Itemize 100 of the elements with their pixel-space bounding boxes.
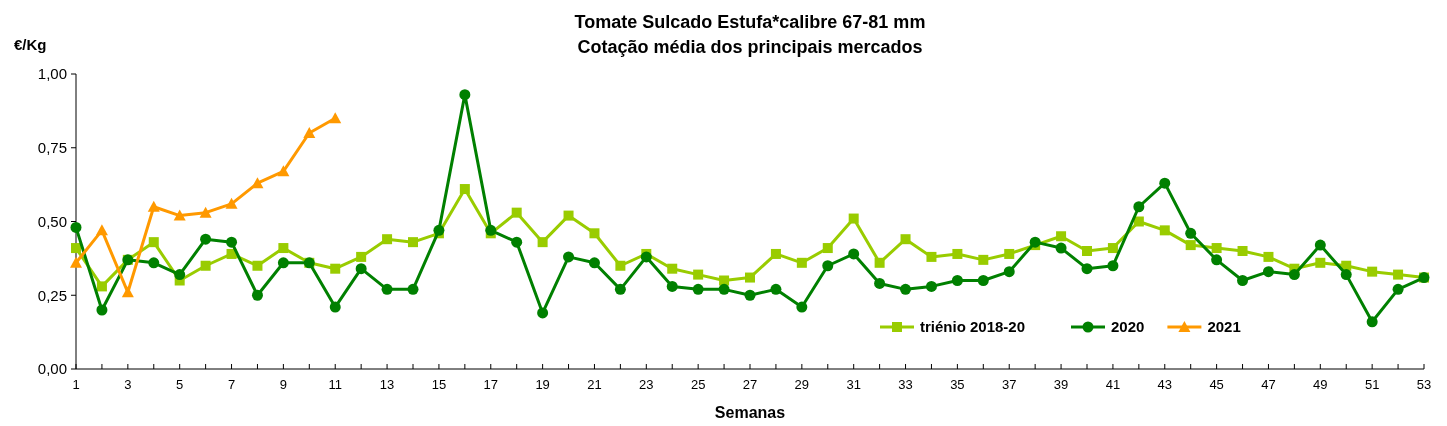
- point: [381, 283, 393, 295]
- point: [537, 307, 549, 319]
- point: [200, 233, 212, 245]
- x-tick-label: 25: [690, 377, 706, 392]
- point: [822, 260, 834, 272]
- point: [355, 263, 367, 275]
- point: [848, 213, 859, 224]
- y-tick-label: 0,25: [37, 286, 67, 304]
- y-tick-label: 0,00: [37, 360, 67, 378]
- x-tick-label: 45: [1209, 377, 1224, 392]
- x-tick-label: 47: [1261, 377, 1276, 392]
- point: [1237, 275, 1249, 286]
- x-tick-label: 31: [846, 377, 861, 392]
- point: [278, 243, 289, 254]
- point: [796, 301, 808, 313]
- point: [1392, 283, 1404, 295]
- point: [589, 228, 600, 239]
- point: [251, 177, 264, 189]
- point: [200, 260, 211, 271]
- x-tick-label: 19: [535, 377, 550, 392]
- point: [718, 283, 730, 295]
- x-axis-title: Semanas: [714, 404, 786, 421]
- x-tick-label: 49: [1313, 377, 1328, 392]
- legend-label: 2020: [1111, 318, 1145, 336]
- point: [693, 269, 704, 280]
- point: [226, 236, 238, 248]
- y-axis-title: €/Kg: [14, 36, 47, 53]
- point: [770, 248, 781, 259]
- x-tick-label: 27: [742, 377, 758, 392]
- point: [1315, 257, 1326, 268]
- point: [1367, 266, 1378, 277]
- x-tick-label: 7: [227, 377, 236, 392]
- y-tick-label: 0,50: [37, 212, 67, 230]
- x-tick-label: 39: [1053, 377, 1069, 392]
- point: [796, 257, 807, 268]
- point: [1366, 316, 1378, 328]
- point: [1107, 260, 1119, 272]
- point: [148, 257, 160, 269]
- legend-label: triénio 2018-20: [920, 318, 1026, 336]
- x-tick-label: 1: [72, 377, 80, 392]
- x-tick-label: 11: [328, 377, 342, 392]
- point: [1340, 269, 1352, 281]
- point: [615, 260, 626, 271]
- point: [147, 200, 160, 212]
- point: [925, 280, 937, 292]
- point: [900, 283, 912, 295]
- point: [1081, 263, 1093, 275]
- point: [511, 236, 523, 248]
- x-tick-label: 23: [639, 377, 654, 392]
- y-tick-label: 1,00: [37, 65, 67, 83]
- x-tick-label: 43: [1157, 377, 1172, 392]
- x-tick-label: 35: [950, 377, 965, 392]
- x-tick-label: 29: [794, 377, 810, 392]
- point: [511, 207, 522, 218]
- x-tick-label: 9: [279, 377, 287, 392]
- point: [329, 112, 342, 124]
- point: [225, 197, 238, 209]
- point: [563, 210, 574, 221]
- point: [667, 263, 678, 274]
- chart-title: Tomate Sulcado Estufa*calibre 67-81 mm Cotação média dos principais mercados: [574, 12, 926, 57]
- point: [96, 304, 108, 316]
- point: [251, 289, 263, 301]
- point: [173, 209, 186, 221]
- x-tick-label: 5: [176, 377, 184, 392]
- point: [1185, 240, 1196, 251]
- point: [1133, 216, 1144, 227]
- point: [822, 243, 833, 254]
- point: [770, 283, 782, 295]
- point: [433, 224, 445, 236]
- point: [874, 277, 886, 289]
- point: [356, 251, 367, 262]
- point: [199, 206, 212, 218]
- point: [1393, 269, 1404, 280]
- point: [745, 272, 755, 283]
- point: [96, 281, 107, 292]
- point: [1133, 201, 1145, 213]
- point: [459, 184, 470, 195]
- point: [330, 263, 341, 274]
- point: [926, 251, 937, 262]
- point: [1056, 231, 1067, 242]
- point: [382, 234, 393, 245]
- point: [666, 280, 678, 292]
- point: [588, 257, 600, 269]
- point: [407, 283, 419, 295]
- y-tick-label: 0,75: [37, 139, 67, 156]
- legend-label: 2021: [1207, 318, 1241, 336]
- point: [1004, 248, 1015, 259]
- point: [977, 275, 989, 286]
- x-tick-label: 17: [483, 377, 498, 392]
- point: [148, 237, 159, 248]
- point: [277, 257, 289, 269]
- point: [951, 275, 963, 286]
- point: [900, 234, 911, 245]
- x-tick-label: 51: [1364, 377, 1380, 392]
- point: [614, 283, 626, 295]
- point: [874, 257, 885, 268]
- x-tick-label: 41: [1105, 377, 1121, 392]
- point: [1262, 266, 1274, 278]
- point: [563, 251, 575, 263]
- point: [70, 256, 82, 268]
